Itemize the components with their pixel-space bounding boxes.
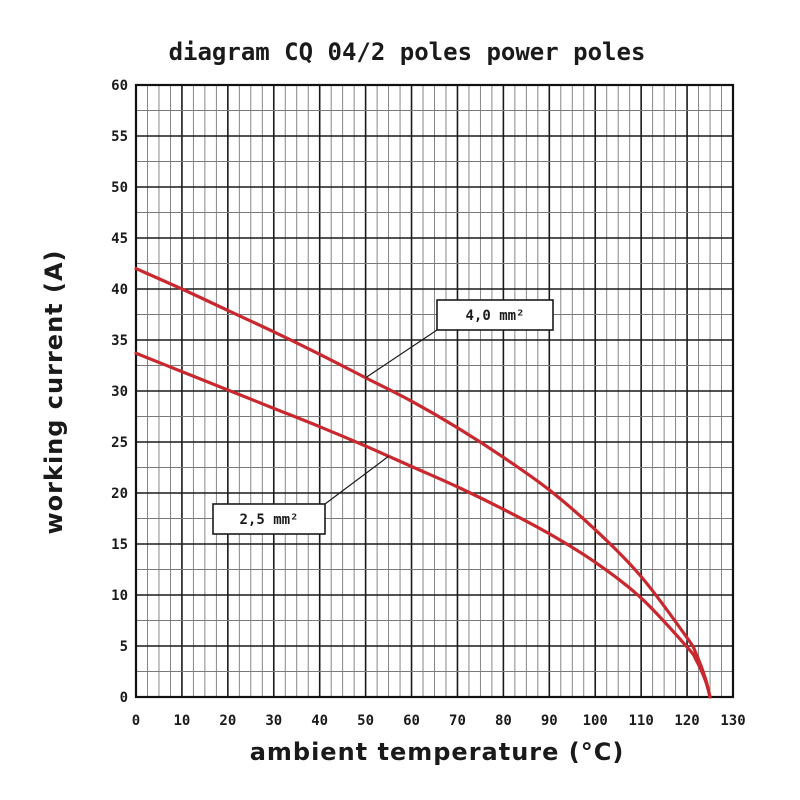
y-tick-label: 25 [111,435,128,451]
x-tick-label: 40 [311,713,328,729]
y-axis-label: working current (A) [40,250,68,535]
x-tick-label: 90 [541,713,558,729]
plot-frame [134,83,735,699]
x-tick-label: 50 [357,713,374,729]
series-label-1: 2,5 mm² [239,512,298,528]
callout-leader-1 [324,455,389,505]
y-tick-label: 50 [111,180,128,196]
y-tick-label: 55 [111,129,128,145]
callouts: 4,0 mm² 2,5 mm² [212,299,554,535]
x-tick-labels: 0 10 20 30 40 50 60 70 80 90 100 110 120 130 [132,713,746,729]
y-tick-label: 45 [111,231,128,247]
x-tick-label: 130 [720,713,745,729]
y-tick-label: 60 [111,78,128,94]
x-tick-label: 10 [173,713,190,729]
x-tick-label: 80 [495,713,512,729]
x-axis-label: ambient temperature (°C) [250,738,625,766]
x-tick-label: 100 [583,713,608,729]
x-tick-label: 110 [629,713,654,729]
y-tick-label: 30 [111,384,128,400]
series-line-0 [134,267,712,699]
x-tick-label: 20 [219,713,236,729]
grid [134,83,735,699]
y-tick-label: 15 [111,537,128,553]
y-tick-label: 10 [111,588,128,604]
y-tick-labels: 0 5 10 15 20 25 30 35 40 45 50 55 60 [111,78,128,706]
callout-leader-0 [365,329,438,379]
x-tick-label: 30 [265,713,282,729]
y-tick-label: 20 [111,486,128,502]
series-lines [134,267,712,699]
y-tick-label: 40 [111,282,128,298]
series-line-1 [134,351,712,699]
callout-box-0 [436,299,554,331]
x-tick-label: 0 [132,713,140,729]
x-tick-label: 70 [449,713,466,729]
chart-title: diagram CQ 04/2 poles power poles [169,38,646,66]
y-tick-label: 35 [111,333,128,349]
y-tick-label: 5 [120,639,128,655]
series-label-0: 4,0 mm² [465,308,524,324]
y-tick-label: 0 [120,690,128,706]
x-tick-label: 120 [674,713,699,729]
x-tick-label: 60 [403,713,420,729]
callout-box-1 [212,503,326,535]
